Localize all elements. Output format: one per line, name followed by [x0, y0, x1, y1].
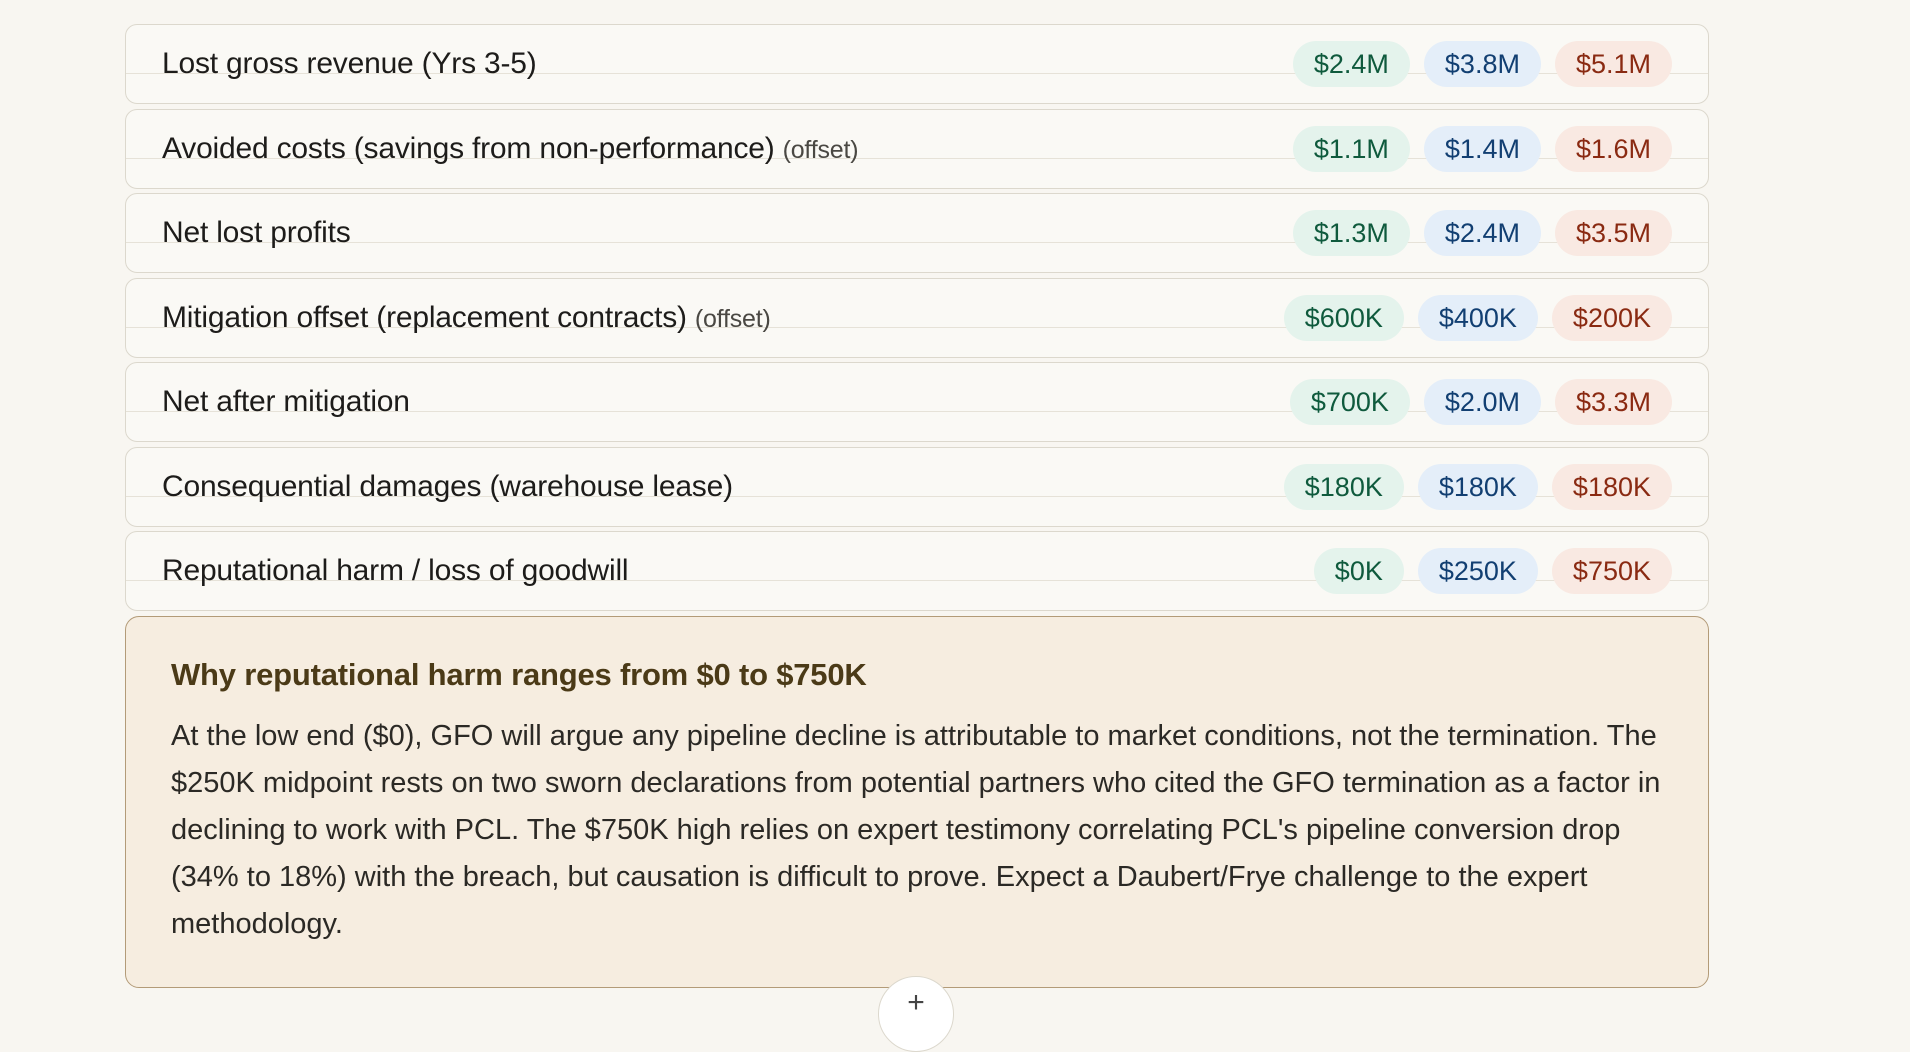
- value-pills: $2.4M $3.8M $5.1M: [1292, 41, 1672, 87]
- low-estimate-pill: $600K: [1283, 294, 1404, 341]
- high-estimate-pill: $5.1M: [1554, 41, 1672, 87]
- plus-icon: +: [907, 986, 925, 1019]
- low-estimate-pill: $2.4M: [1292, 41, 1410, 87]
- value-pills: $1.1M $1.4M $1.6M: [1292, 125, 1672, 172]
- offset-tag: (offset): [694, 304, 771, 333]
- low-estimate-pill: $0K: [1313, 548, 1404, 594]
- damages-row-net-lost-profits: Net lost profits $1.3M $2.4M $3.5M: [125, 193, 1709, 273]
- damages-row-net-after-mitigation: Net after mitigation $700K $2.0M $3.3M: [125, 362, 1709, 442]
- explanation-body: At the low end ($0), GFO will argue any …: [171, 719, 1661, 940]
- damages-row-lost-gross-revenue: Lost gross revenue (Yrs 3-5) $2.4M $3.8M…: [125, 24, 1709, 104]
- row-label: Reputational harm / loss of goodwill: [162, 554, 629, 587]
- low-estimate-pill: $180K: [1283, 463, 1404, 510]
- mid-estimate-pill: $250K: [1417, 548, 1538, 594]
- mid-estimate-pill: $400K: [1417, 294, 1538, 341]
- low-estimate-pill: $700K: [1289, 379, 1410, 425]
- row-label: Mitigation offset (replacement contracts…: [162, 300, 771, 334]
- high-estimate-pill: $3.5M: [1554, 210, 1672, 256]
- damages-row-reputational-harm: Reputational harm / loss of goodwill $0K…: [125, 531, 1709, 611]
- value-pills: $600K $400K $200K: [1283, 294, 1672, 341]
- row-label: Lost gross revenue (Yrs 3-5): [162, 47, 537, 80]
- damages-row-avoided-costs: Avoided costs (savings from non-performa…: [125, 108, 1709, 189]
- offset-tag: (offset): [782, 135, 859, 164]
- mid-estimate-pill: $1.4M: [1423, 125, 1541, 172]
- mid-estimate-pill: $3.8M: [1423, 41, 1541, 87]
- high-estimate-pill: $3.3M: [1554, 379, 1672, 425]
- damages-row-mitigation-offset: Mitigation offset (replacement contracts…: [125, 277, 1709, 358]
- mid-estimate-pill: $180K: [1417, 463, 1538, 510]
- high-estimate-pill: $180K: [1551, 463, 1672, 510]
- reputational-harm-explanation-card: Why reputational harm ranges from $0 to …: [125, 615, 1709, 988]
- value-pills: $700K $2.0M $3.3M: [1289, 379, 1672, 425]
- value-pills: $1.3M $2.4M $3.5M: [1292, 210, 1672, 256]
- high-estimate-pill: $200K: [1551, 294, 1672, 341]
- low-estimate-pill: $1.1M: [1292, 125, 1410, 172]
- high-estimate-pill: $750K: [1551, 548, 1672, 594]
- value-pills: $180K $180K $180K: [1283, 463, 1672, 510]
- add-button[interactable]: +: [878, 976, 954, 1052]
- low-estimate-pill: $1.3M: [1292, 210, 1410, 256]
- damages-row-consequential-damages: Consequential damages (warehouse lease) …: [125, 446, 1709, 527]
- mid-estimate-pill: $2.4M: [1423, 210, 1541, 256]
- row-label: Consequential damages (warehouse lease): [162, 469, 733, 503]
- high-estimate-pill: $1.6M: [1554, 125, 1672, 172]
- row-label: Net after mitigation: [162, 385, 410, 418]
- value-pills: $0K $250K $750K: [1313, 548, 1672, 594]
- explanation-title: Why reputational harm ranges from $0 to …: [171, 656, 867, 692]
- row-label: Avoided costs (savings from non-performa…: [162, 131, 859, 165]
- damages-table: Lost gross revenue (Yrs 3-5) $2.4M $3.8M…: [125, 24, 1709, 988]
- mid-estimate-pill: $2.0M: [1423, 379, 1541, 425]
- row-label: Net lost profits: [162, 216, 351, 249]
